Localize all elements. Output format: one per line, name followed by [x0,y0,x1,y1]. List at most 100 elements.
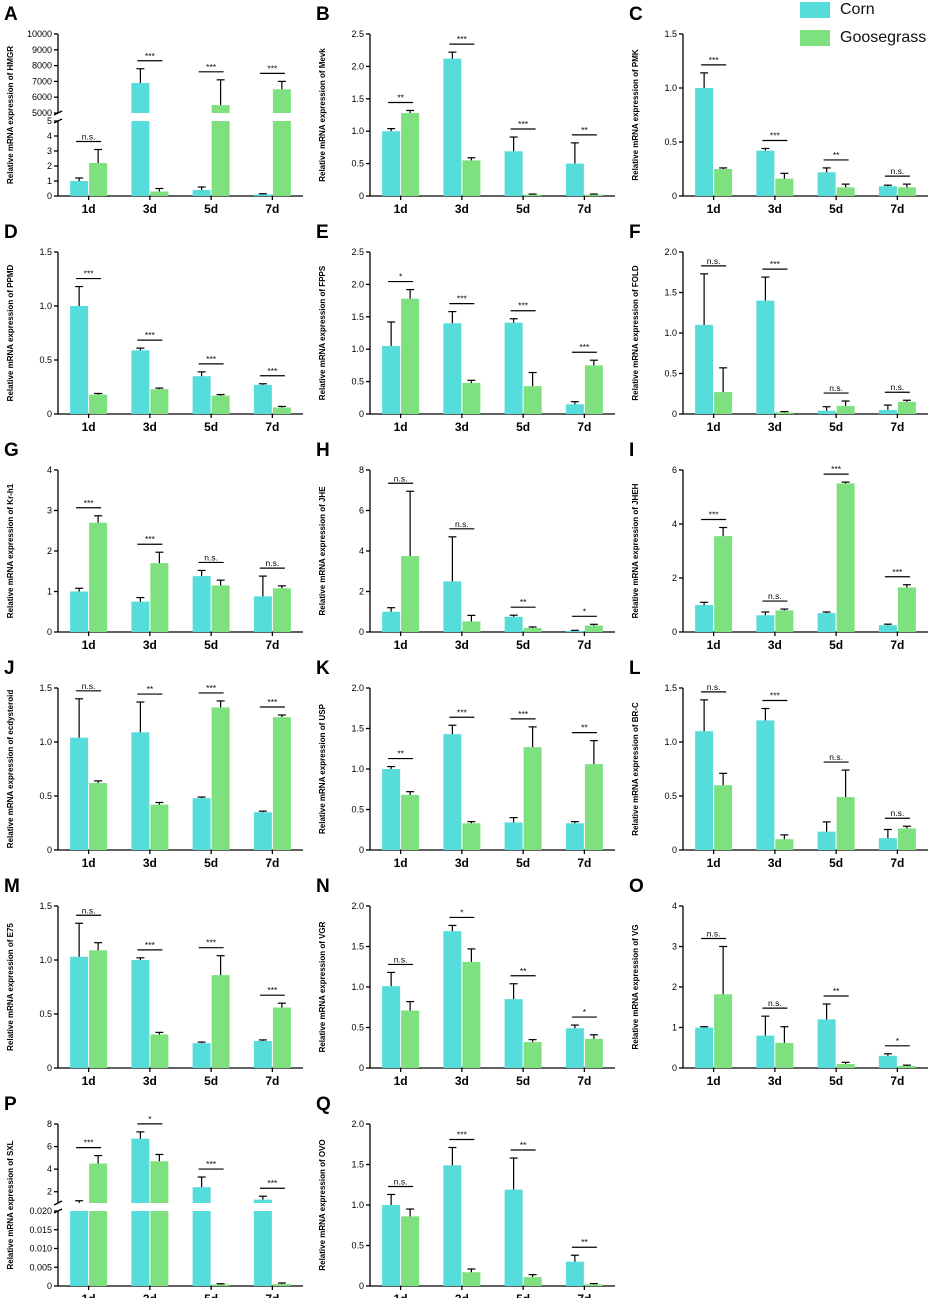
bar-goosegrass-3d [775,178,794,196]
legend-item-corn[interactable]: Corn [800,0,875,20]
y-tick-label: 0.010 [29,1244,52,1254]
bar-goosegrass-5d [836,483,855,632]
bar-goosegrass-5d [836,405,855,414]
axis-break-gap [191,1203,232,1211]
y-tick-label: 0.5 [664,369,677,379]
y-tick-label: 8 [47,1119,52,1129]
significance-label: *** [267,63,278,73]
x-tick-label: 5d [204,856,218,870]
bar-goosegrass-3d [462,621,481,632]
bar-goosegrass-5d [523,386,542,414]
bar-goosegrass-3d [462,823,481,850]
axis-break-gap [252,113,293,121]
x-tick-label: 1d [707,202,721,216]
significance-label: * [460,907,464,917]
bar-corn-3d [131,82,150,196]
y-tick-label: 10000 [27,29,52,39]
significance-label: *** [579,342,590,352]
y-tick-label: 0.005 [29,1262,52,1272]
x-tick-label: 1d [707,420,721,434]
bar-corn-7d [878,838,897,850]
significance-label: *** [457,294,468,304]
y-tick-label: 4 [359,546,364,556]
y-tick-label: 1.0 [664,737,677,747]
bar-goosegrass-7d [584,365,603,414]
y-tick-label: 0 [47,191,52,201]
y-tick-label: 0.5 [39,355,52,365]
bar-goosegrass-7d [272,89,291,196]
significance-label: ** [520,966,527,976]
bar-goosegrass-1d [401,556,420,632]
significance-label: *** [206,62,217,72]
y-tick-label: 0.5 [351,377,364,387]
panel-letter: Q [316,1094,331,1115]
x-tick-label: 5d [204,202,218,216]
bar-corn-1d [70,306,89,414]
x-tick-label: 7d [577,420,591,434]
x-tick-label: 5d [516,856,530,870]
y-tick-label: 0 [47,627,52,637]
significance-label: n.s. [891,166,905,176]
significance-label: *** [457,1129,468,1139]
bar-goosegrass-1d [89,1163,108,1286]
x-tick-label: 5d [204,1074,218,1088]
significance-label: n.s. [707,682,721,692]
bar-goosegrass-7d [272,1284,291,1286]
x-tick-label: 3d [455,1074,469,1088]
axis-break-mark [53,1200,63,1206]
significance-label: *** [770,259,781,269]
bar-goosegrass-1d [714,169,733,196]
y-tick-label: 1.5 [351,1160,364,1170]
significance-label: ** [581,125,588,135]
bar-goosegrass-1d [401,1010,420,1068]
bar-corn-7d [565,823,584,850]
bar-goosegrass-1d [89,394,108,414]
bar-corn-7d [878,625,897,632]
bar-corn-7d [878,1055,897,1068]
bar-goosegrass-3d [775,412,794,414]
bar-corn-5d [192,1187,211,1286]
bar-corn-3d [756,1035,775,1068]
x-tick-label: 3d [455,202,469,216]
x-tick-label: 5d [516,420,530,434]
chart-panel-k: K Relative mRNA expression of USP 0 0.5 1.0 1… [316,658,615,870]
y-tick-label: 0 [47,1063,52,1073]
x-tick-label: 3d [768,202,782,216]
bar-corn-7d [565,163,584,196]
bar-goosegrass-3d [150,191,169,196]
x-tick-label: 3d [143,1292,157,1298]
x-tick-label: 1d [707,856,721,870]
x-tick-label: 3d [143,420,157,434]
x-tick-label: 7d [265,1074,279,1088]
x-tick-label: 1d [707,1074,721,1088]
x-tick-label: 1d [394,638,408,652]
y-tick-label: 2 [672,573,677,583]
bar-corn-1d [695,605,714,632]
bar-goosegrass-3d [462,1272,481,1286]
significance-label: n.s. [394,954,408,964]
bar-corn-1d [70,181,89,196]
significance-label: n.s. [891,808,905,818]
significance-label: *** [267,697,278,707]
bar-goosegrass-1d [714,785,733,850]
x-tick-label: 5d [829,856,843,870]
y-axis-label: Relative mRNA expression of ecdysteroid [6,690,15,849]
x-tick-label: 3d [455,638,469,652]
significance-label: *** [770,130,781,140]
bar-corn-5d [192,190,211,196]
y-tick-label: 1.5 [664,288,677,298]
y-tick-label: 8 [359,465,364,475]
y-tick-label: 2 [672,982,677,992]
bar-goosegrass-1d [714,994,733,1068]
x-tick-label: 3d [143,202,157,216]
bar-goosegrass-7d [272,588,291,632]
legend-item-goosegrass[interactable]: Goosegrass [800,28,926,48]
bar-goosegrass-7d [584,1038,603,1068]
bar-corn-5d [504,1189,523,1286]
panel-letter: L [629,658,641,679]
chart-panel-h: H Relative mRNA expression of JHE 0 2 4 6 8 1d n… [316,440,615,652]
bar-corn-3d [756,150,775,196]
y-tick-label: 1.5 [351,724,364,734]
bar-corn-7d [253,1199,272,1286]
y-tick-label: 1.0 [664,83,677,93]
